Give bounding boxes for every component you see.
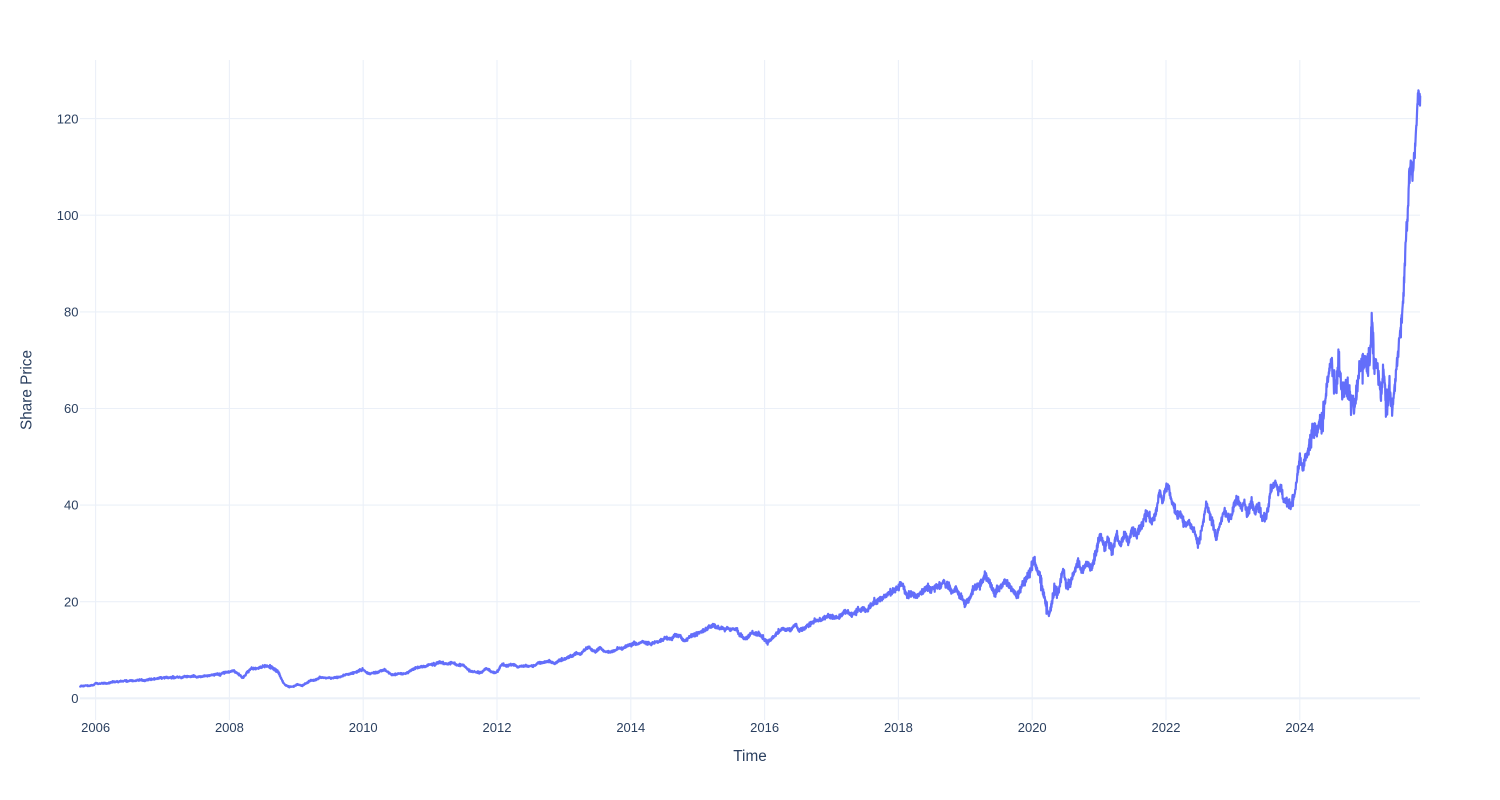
svg-text:0: 0 — [71, 691, 78, 706]
svg-text:2016: 2016 — [750, 720, 779, 735]
svg-text:2014: 2014 — [616, 720, 645, 735]
svg-text:20: 20 — [64, 594, 78, 609]
svg-text:2010: 2010 — [349, 720, 378, 735]
svg-text:120: 120 — [57, 111, 79, 126]
svg-text:Time: Time — [733, 748, 766, 765]
svg-text:40: 40 — [64, 498, 78, 513]
svg-text:80: 80 — [64, 305, 78, 320]
svg-text:2008: 2008 — [215, 720, 244, 735]
svg-text:2018: 2018 — [884, 720, 913, 735]
svg-text:60: 60 — [64, 401, 78, 416]
svg-text:Share Price: Share Price — [19, 350, 36, 430]
svg-text:2012: 2012 — [483, 720, 512, 735]
svg-text:2024: 2024 — [1285, 720, 1314, 735]
svg-text:2022: 2022 — [1152, 720, 1181, 735]
svg-text:2020: 2020 — [1018, 720, 1047, 735]
svg-text:2006: 2006 — [81, 720, 110, 735]
svg-text:100: 100 — [57, 208, 79, 223]
